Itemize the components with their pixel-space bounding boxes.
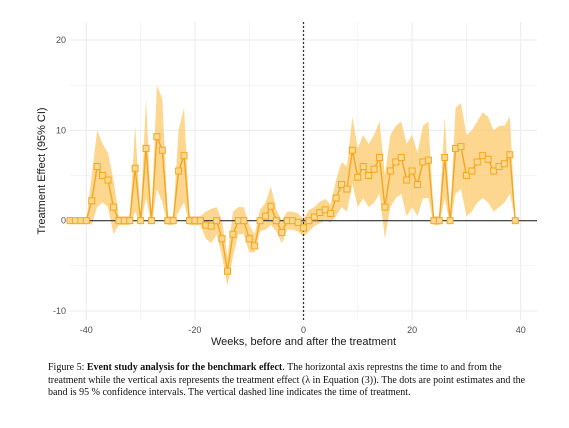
y-tick-label: 0 (61, 216, 66, 226)
point-estimate-marker (109, 203, 117, 211)
x-tick-label: 0 (301, 325, 306, 335)
point-estimate-marker (218, 235, 226, 243)
point-estimate-marker (386, 167, 394, 175)
point-estimate-marker (484, 155, 492, 163)
point-estimate-marker (392, 158, 400, 166)
point-estimate-marker (294, 218, 302, 226)
point-estimate-marker (223, 267, 231, 275)
point-estimate-marker (147, 217, 155, 225)
point-estimate-marker (462, 172, 470, 180)
point-estimate-marker (397, 153, 405, 161)
point-estimate-marker (348, 146, 356, 154)
point-estimate-marker (500, 160, 508, 168)
point-estimate-marker (196, 217, 204, 225)
point-estimate-marker (229, 230, 237, 238)
point-estimate-marker (93, 162, 101, 170)
y-tick-label: 20 (56, 35, 66, 45)
point-estimate-marker (245, 235, 253, 243)
figure-caption: Figure 5: Event study analysis for the b… (48, 362, 538, 400)
x-tick-label: 20 (407, 325, 417, 335)
point-estimate-marker (300, 224, 307, 232)
tick-labels: -40 -20 0 20 40 -10 0 10 20 (53, 35, 526, 335)
point-estimate-marker (403, 176, 411, 184)
point-estimate-marker (381, 203, 389, 211)
point-estimate-marker (272, 217, 280, 225)
point-estimate-marker (479, 152, 487, 160)
point-estimate-marker (104, 176, 112, 184)
x-tick-label: 40 (516, 325, 526, 335)
point-estimate-marker (359, 162, 367, 170)
point-estimate-marker (142, 144, 150, 152)
point-estimate-marker (180, 152, 188, 160)
point-estimate-marker (256, 217, 264, 225)
y-tick-label: 10 (56, 125, 66, 135)
y-axis-title: Treatment Effect (95% CI) (36, 107, 48, 234)
point-estimate-marker (414, 181, 422, 189)
chart-canvas: -40 -20 0 20 40 -10 0 10 20 Weeks, before and af… (36, 22, 537, 348)
y-tick-label: -10 (53, 306, 66, 316)
caption-title: Event study analysis for the benchmark e… (86, 362, 283, 373)
point-estimate-marker (490, 167, 498, 175)
point-estimate-marker (261, 212, 269, 220)
point-estimate-marker (441, 153, 449, 161)
point-estimate-marker (506, 151, 514, 159)
point-estimate-marker (82, 217, 90, 225)
point-estimate-marker (310, 213, 318, 221)
point-estimate-marker (321, 206, 329, 214)
point-estimate-marker (88, 197, 96, 205)
point-estimate-marker (468, 167, 476, 175)
point-estimate-marker (370, 165, 378, 173)
point-estimate-marker (473, 158, 481, 166)
confidence-band (70, 85, 516, 286)
point-estimate-marker (365, 172, 373, 180)
point-estimate-marker (153, 133, 161, 141)
event-study-chart: -40 -20 0 20 40 -10 0 10 20 Weeks, before and af… (36, 22, 537, 348)
caption-label: Figure 5: (48, 362, 85, 373)
point-estimate-marker (169, 217, 177, 225)
point-estimate-marker (376, 153, 384, 161)
point-estimate-marker (305, 217, 313, 225)
point-estimate-marker (354, 173, 362, 181)
point-estimate-marker (99, 172, 107, 180)
point-estimate-marker (158, 146, 166, 154)
point-estimate-marker (131, 164, 139, 172)
point-estimate-marker (511, 217, 519, 225)
confidence-band-layer (70, 85, 516, 286)
point-estimate-marker (408, 167, 416, 175)
point-estimate-marker (278, 228, 286, 236)
point-estimate-marker (435, 217, 443, 225)
point-estimate-marker (332, 194, 340, 202)
x-axis-title: Weeks, before and after the treatment (211, 336, 396, 348)
point-estimate-marker (424, 156, 432, 164)
x-tick-label: -20 (188, 325, 201, 335)
caption-body: . The horizontal axis represtns the time… (48, 362, 526, 399)
point-estimate-marker (240, 217, 248, 225)
point-estimate-marker (175, 167, 183, 175)
point-estimate-marker (446, 217, 454, 225)
point-estimate-marker (251, 242, 259, 250)
x-tick-label: -40 (80, 325, 93, 335)
point-estimate-marker (213, 217, 221, 225)
point-estimate-markers (66, 133, 519, 275)
point-estimate-marker (137, 217, 145, 225)
reference-lines (70, 22, 537, 320)
point-estimate-marker (126, 217, 134, 225)
point-estimate-marker (267, 202, 275, 210)
point-estimate-marker (457, 143, 465, 151)
point-estimate-marker (207, 222, 215, 230)
point-estimate-marker (343, 185, 351, 193)
point-estimate-marker (327, 209, 335, 217)
point-estimate-marker (338, 181, 346, 189)
